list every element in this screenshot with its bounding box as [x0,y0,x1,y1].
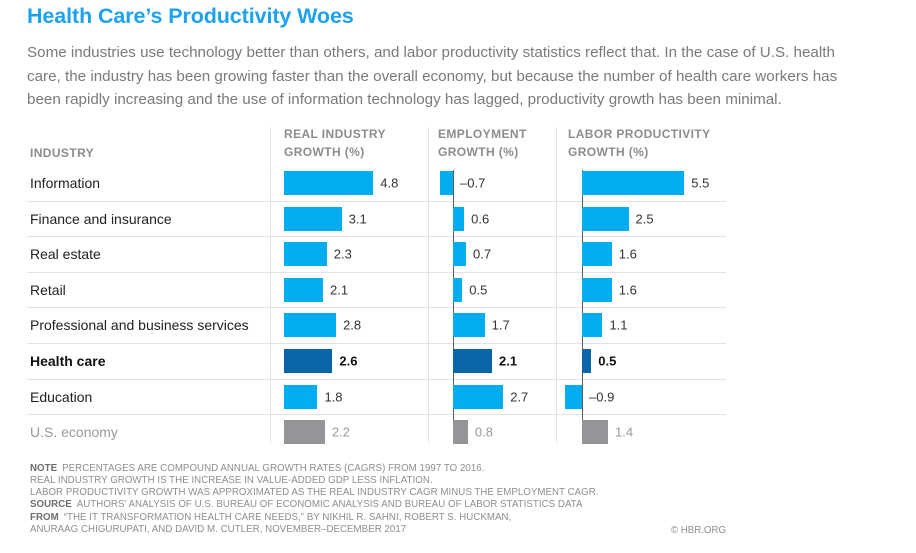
labor-productivity-value-label: 1.6 [618,246,637,262]
labor-productivity-value-label: 2.5 [635,211,654,227]
footnote-line: SOURCE AUTHORS’ ANALYSIS OF U.S. BUREAU O… [30,499,583,510]
footnote-label: FROM [30,512,59,523]
industry-label: Information [30,175,101,191]
employment-growth-column-header: EMPLOYMENT GROWTH (%) [438,125,527,161]
footnote-line: NOTE PERCENTAGES ARE COMPOUND ANNUAL GROW… [30,463,484,474]
labor-productivity-value-label: 1.6 [618,282,637,298]
footnote-text: ANURAAG CHIGURUPATI, AND DAVID M. CUTLER… [30,524,407,535]
employment-growth-value-label: –0.7 [460,175,486,191]
column-separator [270,127,271,443]
description-line-3: been rapidly increasing and the use of i… [27,91,782,108]
real-growth-column-header: REAL INDUSTRY GROWTH (%) [284,125,386,161]
labor-productivity-header-line-2: GROWTH (%) [568,145,649,159]
footnote-label: NOTE [30,463,58,474]
employment-growth-bar [453,313,485,338]
real-growth-bar [284,349,333,373]
employment-growth-value-label: 0.8 [474,424,493,440]
row-divider [27,200,726,202]
employment-zero-axis [453,170,454,443]
labor-productivity-bar [582,206,629,231]
credit-text: © HBR.ORG [670,525,726,536]
footnote-text: PERCENTAGES ARE COMPOUND ANNUAL GROWTH R… [62,463,485,474]
row-divider [27,414,726,416]
row-divider [27,307,726,309]
labor-productivity-value-label: 5.5 [691,175,710,191]
employment-growth-value-label: 1.7 [491,317,510,333]
real-growth-bar [284,277,324,302]
real-growth-header-line-1: REAL INDUSTRY [284,127,386,141]
employment-growth-bar [453,242,467,267]
real-growth-bar [284,420,325,445]
column-separator [428,127,429,443]
employment-growth-header-line-2: GROWTH (%) [438,145,519,159]
row-divider [27,236,726,238]
employment-growth-bar [439,171,453,195]
real-growth-value-label: 3.1 [348,211,367,227]
employment-growth-bar [453,384,504,409]
employment-growth-header-line-1: EMPLOYMENT [438,127,527,141]
industry-label: Health care [30,353,106,369]
employment-growth-value-label: 0.6 [471,211,490,227]
footnote-line: ANURAAG CHIGURUPATI, AND DAVID M. CUTLER… [30,524,406,535]
row-divider [27,271,726,273]
employment-growth-bar [453,206,465,231]
labor-productivity-bar [565,384,582,409]
labor-productivity-bar [582,420,609,445]
description-line-1: Some industries use technology better th… [27,44,835,61]
real-growth-bar [284,384,318,409]
footnote-line: REAL INDUSTRY GROWTH IS THE INCREASE IN … [30,475,433,486]
labor-productivity-value-label: 1.1 [609,317,628,333]
labor-productivity-bar [582,313,603,338]
labor-productivity-bar [582,171,685,195]
industry-label: Education [30,388,93,405]
employment-growth-value-label: 2.7 [510,389,529,405]
labor-productivity-header-line-1: LABOR PRODUCTIVITY [568,127,711,141]
footnote-text: AUTHORS’ ANALYSIS OF U.S. BUREAU OF ECON… [76,499,583,510]
footnote-text: REAL INDUSTRY GROWTH IS THE INCREASE IN … [30,475,433,486]
labor-productivity-column-header: LABOR PRODUCTIVITY GROWTH (%) [568,125,711,161]
industry-label: Professional and business services [30,317,249,334]
labor-productivity-bar [582,349,592,373]
footnote-text: LABOR PRODUCTIVITY GROWTH WAS APPROXIMAT… [30,487,599,498]
real-growth-bar [284,171,374,195]
real-growth-bar [284,242,327,267]
chart-title: Health Care’s Productivity Woes [27,4,354,28]
description-line-2: care, the industry has been growing fast… [27,67,838,85]
employment-growth-value-label: 0.7 [473,246,492,262]
real-growth-value-label: 2.2 [331,424,350,440]
footnote-line: FROM “THE IT TRANSFORMATION HEALTH CARE N… [30,512,511,523]
industry-label: U.S. economy [30,424,118,441]
footnote-line: LABOR PRODUCTIVITY GROWTH WAS APPROXIMAT… [30,487,599,498]
labor-productivity-bar [582,242,612,267]
employment-growth-bar [453,420,468,445]
industry-column-header: INDUSTRY [30,146,95,160]
employment-growth-bar [453,349,493,373]
labor-productivity-zero-axis [582,170,583,443]
real-growth-value-label: 1.8 [324,389,343,405]
row-divider [27,342,726,344]
industry-label: Finance and insurance [30,210,172,227]
labor-productivity-value-label: 1.4 [615,424,634,440]
industry-label: Real estate [30,246,101,263]
employment-growth-value-label: 2.1 [499,353,518,369]
employment-growth-value-label: 0.5 [469,282,488,298]
real-growth-value-label: 4.8 [380,175,399,191]
real-growth-bar [284,313,337,338]
labor-productivity-value-label: –0.9 [589,389,615,405]
row-divider [27,378,726,380]
real-growth-value-label: 2.1 [330,282,349,298]
real-growth-header-line-2: GROWTH (%) [284,145,365,159]
labor-productivity-value-label: 0.5 [598,353,617,369]
real-growth-bar [284,206,342,231]
real-growth-value-label: 2.8 [343,317,362,333]
column-separator [556,127,557,443]
footnote-label: SOURCE [30,499,72,510]
real-growth-value-label: 2.6 [339,353,358,369]
employment-growth-bar [453,277,463,302]
real-growth-value-label: 2.3 [333,246,352,262]
footnote-text: “THE IT TRANSFORMATION HEALTH CARE NEEDS… [63,512,512,523]
labor-productivity-bar [582,277,612,302]
industry-label: Retail [30,281,66,298]
